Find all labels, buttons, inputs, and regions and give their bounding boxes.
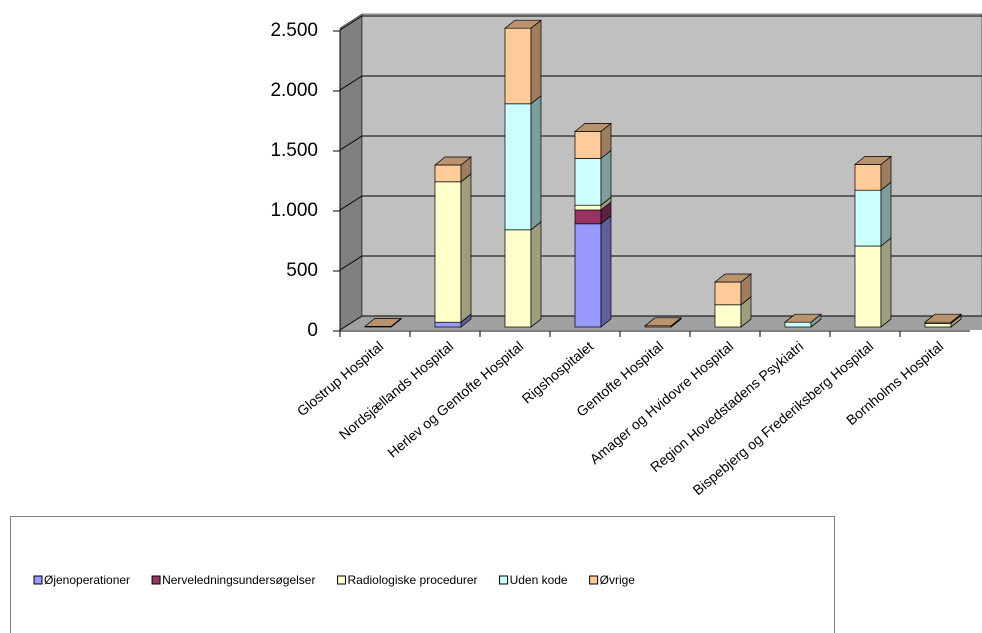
y-tick-label: 1.000 [270,200,318,221]
legend-swatch [336,575,346,585]
y-tick-label: 1.500 [270,140,318,161]
y-tick-label: 0 [307,320,318,341]
bar-front [434,164,462,183]
bar-front [574,204,602,211]
bar-side [460,173,472,323]
legend-label: Øvrige [600,573,636,587]
bar-front [574,131,602,159]
bar-segment [574,149,612,206]
bar-front [784,321,812,328]
bar-top [854,156,892,165]
bar-front [714,281,742,306]
bar-top [504,19,542,29]
y-tick-label: 500 [286,260,318,281]
bar-front [434,321,462,328]
bar-segment [434,173,472,323]
bar-front [434,181,462,323]
bar-side [530,19,542,105]
legend-label: Nerveledningsundersøgelser [162,573,315,587]
bars [364,19,962,328]
y-tick-label: 2.000 [270,80,318,101]
bar-segment [434,156,472,183]
bar-top [644,317,682,327]
bar-segment [504,19,542,105]
bar-segment [854,181,892,247]
bar-front [924,323,952,328]
x-tick-label: Amager og Hvidovre Hospital [587,338,737,467]
x-tick-label: Nordsjællands Hospital [336,338,457,443]
bar-top [574,123,612,132]
bar-front [854,189,882,247]
bar-side [880,237,892,328]
bar-front [504,27,532,105]
bar-segment [784,313,822,323]
side-wall [339,13,363,331]
legend-swatch [589,575,599,585]
bar-front [854,245,882,328]
bar-segment [644,317,682,328]
legend-swatch [33,575,43,585]
grid-line-side [339,15,363,31]
bar-front [714,304,742,328]
bar-top [364,318,402,327]
bar-top [434,156,472,166]
legend-swatch [151,575,161,585]
bar-segment [574,215,612,328]
bar-front [574,209,602,225]
legend-box [10,516,835,633]
bar-segment [924,313,962,325]
bar-side [530,221,542,328]
bar-top [784,313,822,323]
bar-front [574,223,602,328]
bar-segment [364,317,402,328]
bar-segment [574,122,612,160]
grid-line-side [339,135,363,151]
bar-segment [714,273,752,306]
bar-side [880,181,892,247]
legend-label: Radiologiske procedurer [347,573,477,587]
bar-segment [504,221,542,328]
y-tick-label: 2.500 [270,20,318,41]
legend-label: Uden kode [510,573,568,587]
legend: Øjenoperationer Nerveledningsundersøgelse… [10,516,835,633]
bar-top [714,273,752,283]
bar-front [504,103,532,231]
grid-line-side [339,195,363,211]
legend-swatch [499,575,509,585]
x-tick-label: Rigshospitalet [519,338,597,407]
bar-segment [854,237,892,328]
bar-segment [504,95,542,231]
bar-side [600,149,612,206]
bar-front [574,158,602,206]
bar-side [530,95,542,231]
bar-segment [714,296,752,328]
grid-line-side [339,255,363,271]
legend-label: Øjenoperationer [44,573,130,587]
grid-line-side [339,75,363,91]
grid-line-side [339,315,363,331]
bar-side [600,215,612,328]
bar-front [504,229,532,328]
bar-segment [854,155,892,191]
x-tick-label: Herlev og Gentofte Hospital [384,338,526,461]
bar-front [854,164,882,191]
bar-top [924,313,962,323]
